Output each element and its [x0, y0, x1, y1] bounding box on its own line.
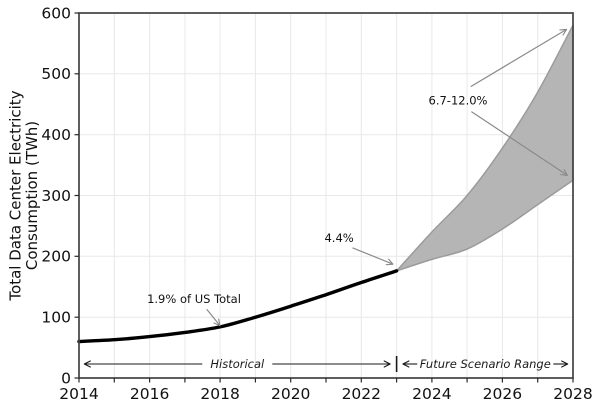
- x-tick-label: 2018: [200, 385, 239, 403]
- span-future-scenario-range: Future Scenario Range: [402, 357, 569, 371]
- span-historical: Historical: [83, 357, 391, 371]
- x-tick-label: 2024: [412, 385, 451, 403]
- annotation-text: 6.7-12.0%: [429, 94, 488, 108]
- x-tick-label: 2014: [59, 385, 98, 403]
- annotation-4-4: 4.4%: [324, 231, 394, 266]
- y-tick-label: 500: [41, 65, 71, 83]
- x-axis: 2014 2016 2018 2020 2022 2024 2026 2028: [59, 378, 593, 403]
- annotation-6-7-12-0: 6.7-12.0%: [429, 28, 568, 176]
- x-tick-label: 2020: [271, 385, 310, 403]
- y-tick-label: 300: [41, 187, 71, 205]
- annotation-text: 4.4%: [324, 231, 353, 245]
- x-tick-label: 2016: [130, 385, 169, 403]
- historical-line: [77, 269, 399, 344]
- y-tick-label: 100: [41, 309, 71, 327]
- span-label: Historical: [210, 357, 265, 371]
- y-axis-title-line: Consumption (TWh): [23, 121, 41, 270]
- annotation-arrow: [471, 111, 568, 176]
- y-axis: 0 100 200 300 400 500 600: [41, 4, 79, 387]
- y-tick-label: 0: [61, 369, 71, 387]
- span-markers: Historical Future Scenario Range: [83, 356, 569, 372]
- y-axis-title-line: Total Data Center Electricity: [6, 90, 24, 301]
- annotation-1-9-of-us-total: 1.9% of US Total: [147, 292, 241, 327]
- span-label: Future Scenario Range: [420, 357, 551, 371]
- y-tick-label: 600: [41, 4, 71, 22]
- x-tick-label: 2028: [553, 385, 592, 403]
- annotation-arrow: [206, 308, 221, 327]
- y-axis-title: Total Data Center ElectricityConsumption…: [6, 90, 41, 301]
- scenario-band: [395, 24, 574, 272]
- x-tick-label: 2022: [342, 385, 381, 403]
- annotation-arrow: [352, 247, 394, 266]
- annotation-arrow: [470, 28, 568, 88]
- y-tick-label: 400: [41, 126, 71, 144]
- x-tick-label: 2026: [483, 385, 522, 403]
- y-tick-label: 200: [41, 248, 71, 266]
- annotation-text: 1.9% of US Total: [147, 292, 241, 306]
